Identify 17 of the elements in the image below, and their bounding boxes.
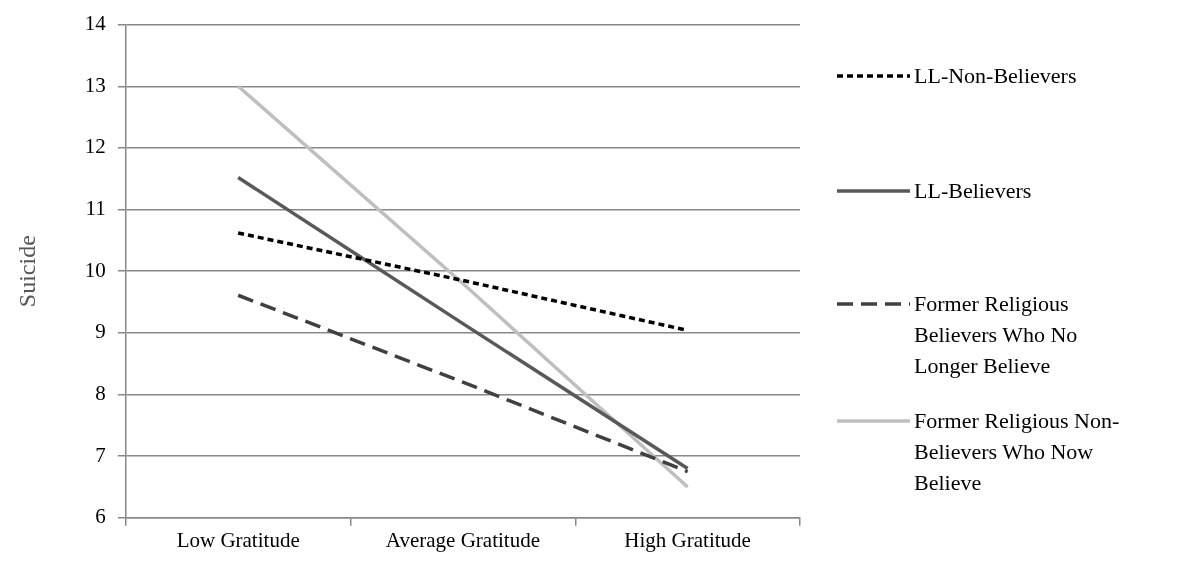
legend-label: Former Religious Believers Who No Longer Believe	[914, 290, 1079, 380]
y-tick-label: 11	[85, 196, 106, 221]
y-tick-label: 10	[84, 257, 106, 282]
legend-label: LL-Non-Believers	[914, 62, 1078, 90]
y-tick-label: 13	[84, 72, 106, 97]
y-tick-label: 12	[84, 134, 106, 159]
x-tick-label: Low Gratitude	[176, 527, 300, 552]
legend-label: Former Religious Non-Believers Who Now Believe	[914, 407, 1121, 497]
x-tick-label: High Gratitude	[624, 527, 751, 552]
y-tick-label: 6	[95, 504, 106, 529]
y-axis-title: Suicide	[13, 235, 40, 308]
y-tick-label: 7	[95, 442, 106, 467]
y-tick-label: 14	[84, 11, 107, 36]
y-tick-label: 8	[95, 381, 106, 406]
x-tick-label: Average Gratitude	[385, 527, 540, 552]
legend-label: LL-Believers	[914, 177, 1033, 205]
y-tick-label: 9	[95, 319, 106, 344]
